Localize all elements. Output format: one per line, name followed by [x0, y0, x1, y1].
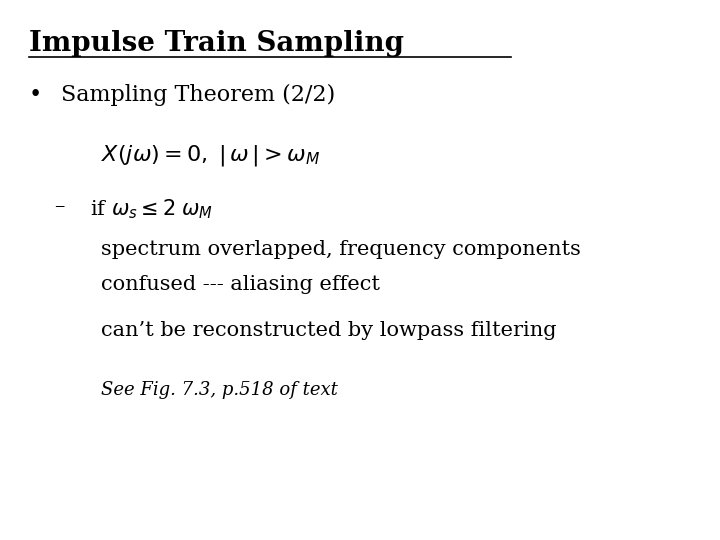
Text: •: •	[29, 84, 42, 106]
Text: See Fig. 7.3, p.518 of text: See Fig. 7.3, p.518 of text	[101, 381, 338, 399]
Text: can’t be reconstructed by lowpass filtering: can’t be reconstructed by lowpass filter…	[101, 321, 557, 340]
Text: Impulse Train Sampling: Impulse Train Sampling	[29, 30, 404, 57]
Text: if $\omega_s \leq 2\;\omega_M$: if $\omega_s \leq 2\;\omega_M$	[90, 197, 213, 221]
Text: $X(j\omega)= 0, \;|\,\omega\,| > \omega_M$: $X(j\omega)= 0, \;|\,\omega\,| > \omega_…	[101, 143, 320, 168]
Text: spectrum overlapped, frequency components: spectrum overlapped, frequency component…	[101, 240, 580, 259]
Text: –: –	[54, 197, 64, 216]
Text: Sampling Theorem (2/2): Sampling Theorem (2/2)	[61, 84, 336, 106]
Text: confused --- aliasing effect: confused --- aliasing effect	[101, 275, 380, 294]
